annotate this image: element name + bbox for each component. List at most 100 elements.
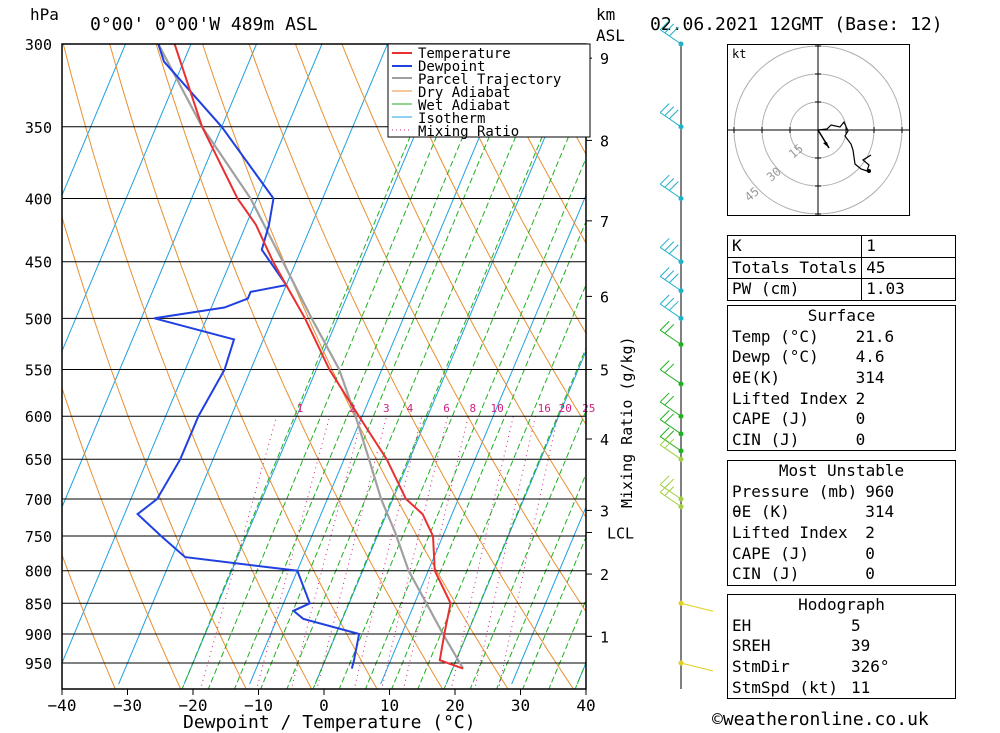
- x-tick-label: 40: [576, 696, 595, 715]
- isotherm-line: [380, 193, 586, 685]
- wind-barb-flag: [664, 324, 675, 334]
- wind-barb-shaft: [659, 247, 682, 263]
- wet-adiabat-line: [417, 283, 586, 689]
- wind-barb-flag: [668, 273, 679, 284]
- wind-barb-flag: [664, 241, 675, 251]
- surface-row: Dewp (°C) 4.6: [726, 347, 956, 368]
- hodo-row: EH 5: [727, 615, 956, 637]
- km-tick-label: 3: [600, 502, 609, 520]
- x-tick-label: 20: [445, 696, 464, 715]
- profile-parcel-trajectory: [157, 44, 465, 670]
- dry-adiabat-line: [202, 44, 509, 689]
- pressure-axis: 300 350 400 450 500 550 600 650 700 750 800 850 900 9…: [25, 36, 52, 673]
- km-tick-label: 7: [600, 213, 609, 231]
- legend-dry-adiabat: Dry Adiabat: [418, 85, 511, 101]
- wind-barb-flag: [664, 395, 675, 406]
- mixing-ratio-line: [256, 416, 331, 689]
- km-unit: km: [596, 5, 615, 24]
- pressure-tick-label: 900: [25, 626, 52, 644]
- legend-temperature: Temperature: [418, 46, 511, 62]
- wind-barb-shaft: [659, 444, 682, 460]
- isotherm-line: [183, 44, 454, 685]
- wind-barb-shaft: [680, 602, 714, 612]
- pressure-tick-label: 600: [25, 408, 52, 426]
- index-row-tt: Totals Totals 45: [726, 256, 956, 280]
- hodograph: kt 15 30 45: [727, 44, 910, 216]
- wind-barb-flag: [659, 294, 670, 305]
- wind-barb-flag: [668, 109, 679, 120]
- km-tick-label: 2: [600, 566, 609, 584]
- pressure-tick-label: 650: [25, 451, 52, 469]
- surface-row: CIN (J) 0: [726, 429, 956, 452]
- wind-barb-flag: [664, 438, 675, 449]
- wind-barb-flag: [664, 486, 675, 496]
- wet-adiabat-line: [495, 472, 586, 689]
- x-tick-label: 10: [380, 696, 399, 715]
- mu-row: CAPE (J) 0: [727, 543, 957, 564]
- wind-barb-flag: [664, 363, 675, 374]
- datetime-title: 02.06.2021 12GMT (Base: 12): [650, 14, 943, 35]
- legend-wet-adiabat: Wet Adiabat: [418, 98, 511, 114]
- background-lines: [62, 44, 586, 689]
- legend-parcel: Parcel Trajectory: [418, 72, 561, 88]
- pressure-tick-label: 400: [25, 190, 52, 208]
- profile-lines: [136, 44, 465, 670]
- km-tick-label: 1: [600, 628, 609, 646]
- km-tick-label: 4: [600, 431, 609, 449]
- wind-barb-flag: [668, 26, 679, 37]
- isotherm-line: [118, 44, 388, 685]
- mu-row: CIN (J) 0: [727, 563, 957, 586]
- dry-adiabat-line: [294, 44, 586, 613]
- pressure-tick-label: 750: [25, 528, 52, 546]
- most-unstable-title: Most Unstable: [727, 459, 956, 482]
- wind-barb-flag: [664, 106, 675, 116]
- wind-barb-column: [659, 20, 714, 689]
- wet-adiabat-line: [207, 44, 476, 689]
- isotherm-line: [62, 44, 192, 353]
- wet-adiabat-line: [469, 409, 586, 689]
- profile-temperature: [173, 44, 464, 670]
- km-tick-label: 6: [600, 288, 609, 306]
- hodograph-end-point: [867, 169, 871, 173]
- most-unstable-table: Most Unstable Pressure (mb) 960 θE (K) 314…: [727, 459, 957, 586]
- hodograph-title: Hodograph: [727, 593, 956, 616]
- copyright-credit[interactable]: ©weatheronline.co.uk: [712, 709, 929, 730]
- wet-adiabat-line: [260, 44, 529, 689]
- pressure-tick-label: 550: [25, 362, 52, 380]
- wind-barb-flag: [659, 392, 670, 403]
- dry-adiabat-line: [341, 44, 586, 519]
- x-tick-label: 30: [511, 696, 530, 715]
- mixing-ratio-label: 16: [538, 402, 551, 415]
- mixing-ratio-line: [290, 416, 363, 689]
- wind-barb-flag: [659, 267, 670, 277]
- mixing-ratio-label: 1: [297, 402, 304, 415]
- mixing-ratio-axis-label: Mixing Ratio (g/kg): [618, 336, 636, 508]
- pressure-tick-label: 800: [25, 563, 52, 581]
- wet-adiabat-line: [364, 156, 586, 689]
- wind-barb-shaft: [659, 183, 682, 199]
- profile-dewpoint: [136, 44, 361, 669]
- wind-barb-shaft: [680, 662, 714, 672]
- wind-barb-flag: [659, 360, 670, 371]
- wind-barb-flag: [659, 174, 670, 185]
- mixing-ratio-label: 10: [490, 402, 503, 415]
- wind-barb-flag: [659, 435, 670, 446]
- hodo-row: StmSpd (kt) 11: [727, 677, 956, 699]
- wet-adiabat-line: [522, 535, 586, 689]
- pressure-tick-label: 350: [25, 119, 52, 137]
- hodograph-table: Hodograph EH 5 SREH 39 StmDir 326° StmSpd (…: [727, 593, 956, 699]
- mixing-ratio-label: 2: [349, 402, 356, 415]
- surface-row: θE(K) 314: [726, 367, 956, 389]
- wind-barb-flag: [664, 270, 675, 280]
- surface-title: Surface: [727, 304, 956, 327]
- temperature-axis: −40 −30 −20 −10 0 10 20 30 40: [48, 689, 596, 715]
- wind-barb-shaft: [659, 484, 682, 500]
- pressure-tick-label: 700: [25, 491, 52, 509]
- hodograph-trace: [817, 120, 872, 172]
- wind-barb-shaft: [659, 276, 682, 292]
- mixing-ratio-label: 4: [407, 402, 414, 415]
- x-tick-label: 0: [319, 696, 329, 715]
- wind-barb-flag: [668, 300, 679, 311]
- surface-row: CAPE (J) 0: [726, 408, 956, 430]
